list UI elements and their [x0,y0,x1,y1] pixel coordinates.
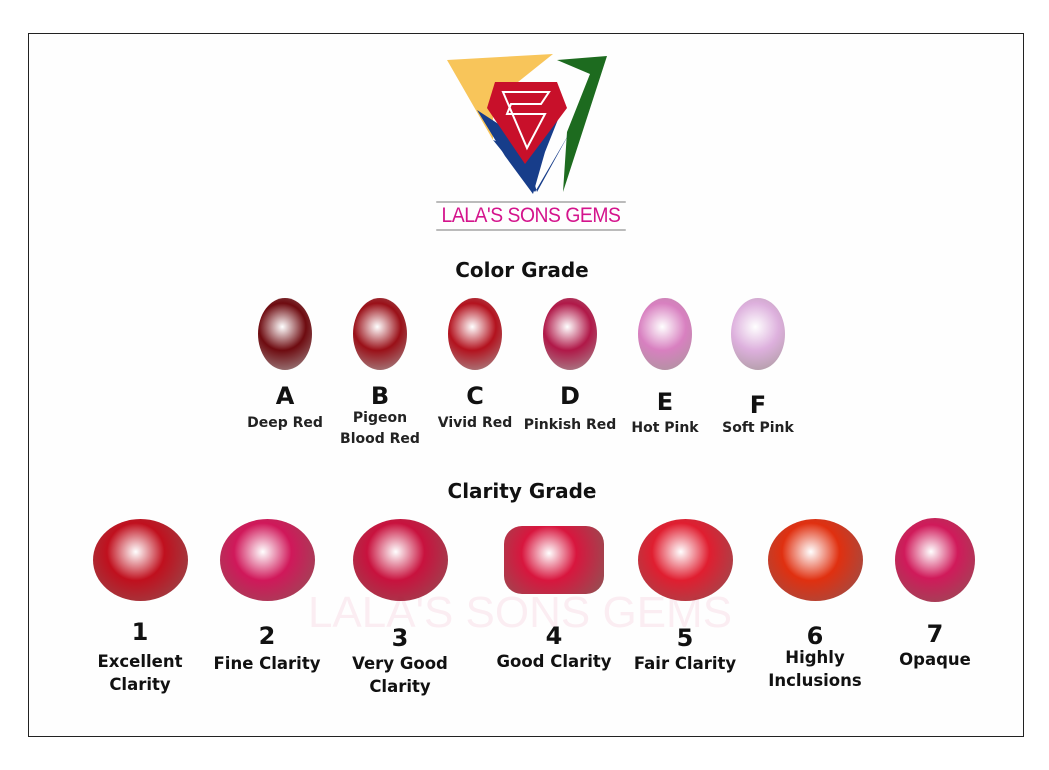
clarity-gem-4 [504,526,604,594]
clarity-grade-number: 7 [926,620,944,648]
clarity-gem-7 [895,518,975,602]
clarity-grade-number: 6 [806,622,824,650]
clarity-gem-2 [219,519,315,601]
clarity-grade-label: Opaque [899,650,971,669]
color-grade-title: Color Grade [455,258,589,282]
color-grade-label: Vivid Red [437,415,513,431]
logo-icon [447,54,607,194]
color-grade-letter: A [275,382,295,410]
clarity-grade-label: Highly Inclusions [768,648,862,690]
clarity-gem-1 [92,519,188,601]
color-gem-F [731,298,785,370]
color-gem-D [543,298,597,370]
clarity-grade-label: Fine Clarity [213,654,321,673]
clarity-grade-title: Clarity Grade [447,479,597,503]
clarity-grade-label: Excellent Clarity [97,652,183,694]
color-grade-letter: F [749,391,767,419]
color-grade-label: Hot Pink [631,420,699,436]
color-grade-label: Pigeon Blood Red [340,410,420,447]
color-grade-label: Pinkish Red [523,417,617,433]
color-gem-A [258,298,312,370]
clarity-gem-3 [352,519,448,601]
clarity-grade-number: 1 [131,618,149,646]
clarity-grade-number: 5 [676,624,694,652]
color-gem-B [353,298,407,370]
clarity-gem-6 [767,519,863,601]
clarity-grade-number: 3 [391,624,409,652]
color-grade-letter: E [656,388,674,416]
color-gem-C [448,298,502,370]
color-grade-letter: D [560,382,580,410]
clarity-grade-label: Good Clarity [496,652,612,671]
color-gem-E [638,298,692,370]
clarity-grade-label: Fair Clarity [633,654,737,673]
brand-name: LALA'S SONS GEMS [436,201,626,231]
clarity-grade-number: 2 [258,622,276,650]
color-grade-label: Deep Red [247,415,323,431]
color-grade-letter: B [370,382,390,410]
clarity-grade-number: 4 [545,622,563,650]
clarity-gem-5 [637,519,733,601]
color-grade-label: Soft Pink [722,420,794,436]
color-grade-letter: C [466,382,484,410]
clarity-grade-label: Very Good Clarity [352,654,448,696]
